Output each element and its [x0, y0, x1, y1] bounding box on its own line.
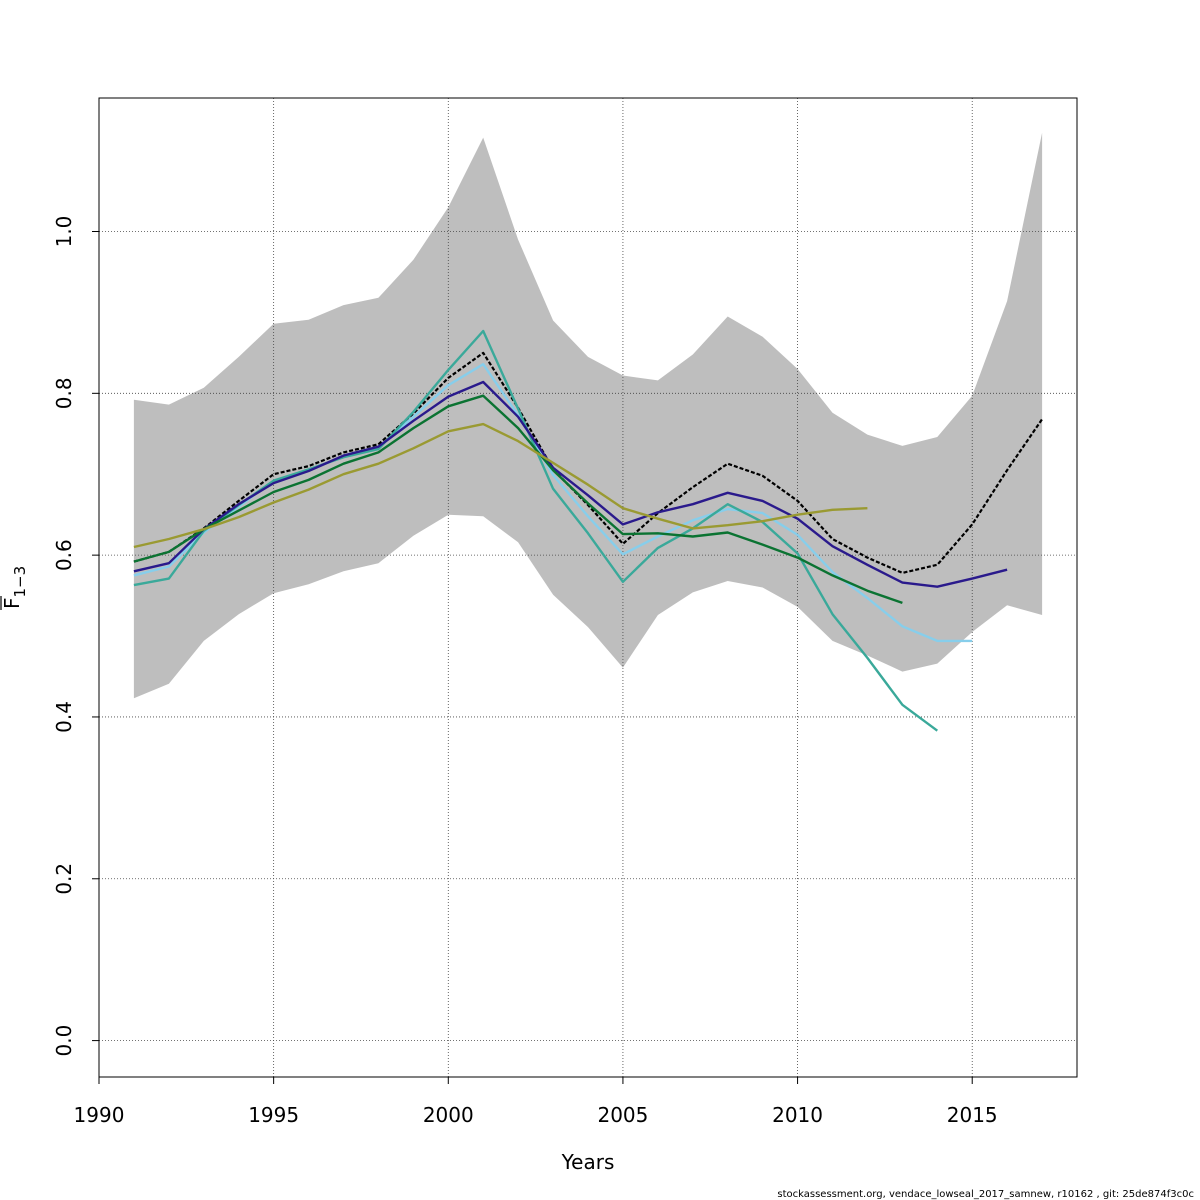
series-layer [133, 329, 1044, 732]
y-tick-label: 0.2 [52, 863, 76, 895]
x-axis: 1990 1995 2000 2005 2010 2015 [74, 1076, 998, 1127]
footer-credit: stockassessment.org, vendace_lowseal_201… [777, 1189, 1194, 1200]
y-tick-label: 0.0 [52, 1025, 76, 1057]
y-tick-label: 1.0 [52, 216, 76, 248]
y-tick-label: 0.6 [52, 539, 76, 571]
series-line-1 [133, 351, 1044, 574]
confidence-band-layer [133, 132, 1043, 699]
series-line-4 [133, 380, 1008, 588]
x-tick-label: 2010 [772, 1103, 823, 1127]
x-tick-label: 2005 [597, 1103, 648, 1127]
x-tick-label: 2000 [423, 1103, 474, 1127]
y-axis-title-letter: F [0, 597, 24, 609]
y-axis-title-subscript: 1−3 [11, 566, 29, 598]
y-axis-title: F1−3 [0, 566, 29, 610]
y-tick-label: 0.8 [52, 377, 76, 409]
series-line-5 [133, 394, 903, 605]
y-axis-title-main: F1−3 [0, 566, 29, 609]
y-axis: 0.0 0.2 0.4 0.6 0.8 1.0 [52, 216, 100, 1057]
confidence-band [133, 132, 1043, 699]
y-tick-label: 0.4 [52, 701, 76, 733]
x-tick-label: 2015 [947, 1103, 998, 1127]
x-axis-title: Years [561, 1150, 615, 1174]
series-line-6 [133, 422, 868, 549]
x-tick-label: 1990 [74, 1103, 125, 1127]
x-tick-label: 1995 [248, 1103, 299, 1127]
